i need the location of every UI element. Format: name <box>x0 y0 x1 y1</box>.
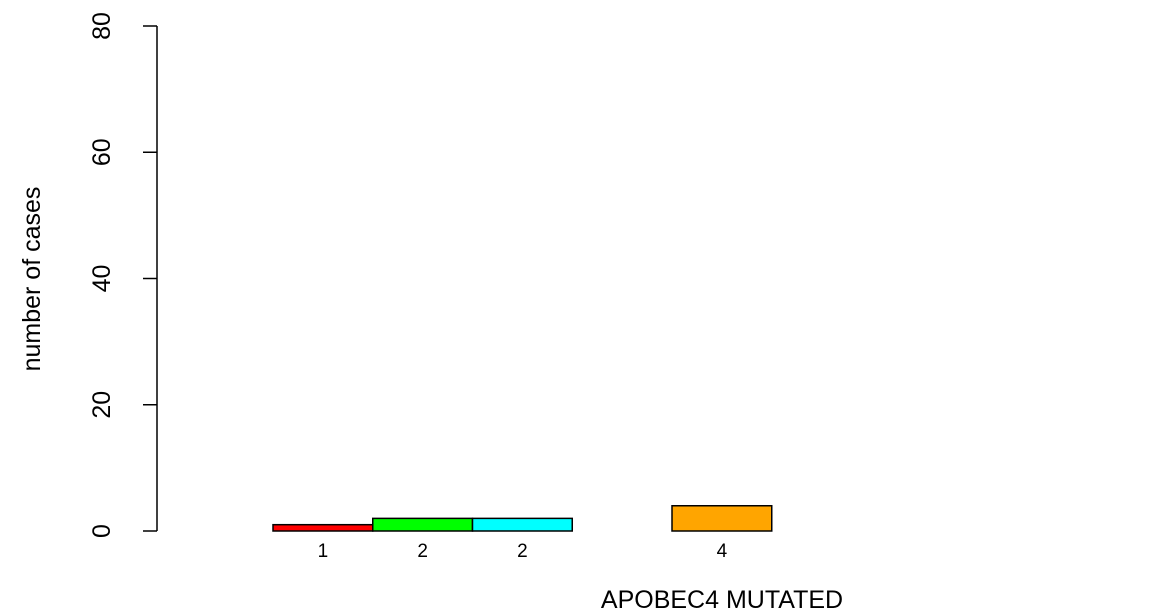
x-axis-label: APOBEC4 MUTATED <box>601 586 843 614</box>
bar-labels: 1 2 2 4 <box>318 541 728 562</box>
y-tick-label: 20 <box>88 391 116 419</box>
bar-count-label: 2 <box>417 541 428 562</box>
bar <box>372 517 474 532</box>
y-axis-label: number of cases <box>18 187 46 372</box>
y-tick-label: 0 <box>88 524 116 538</box>
bars <box>272 505 773 532</box>
bar <box>272 523 374 532</box>
bar-count-label: 4 <box>717 541 728 562</box>
bar-count-label: 1 <box>318 541 329 562</box>
y-axis: 0 20 40 60 80 <box>88 12 158 538</box>
y-tick-label: 60 <box>88 138 116 166</box>
y-tick-label: 80 <box>88 12 116 40</box>
bar <box>671 505 773 532</box>
bar-count-label: 2 <box>517 541 528 562</box>
bar <box>471 517 573 532</box>
y-tick-label: 40 <box>88 265 116 293</box>
